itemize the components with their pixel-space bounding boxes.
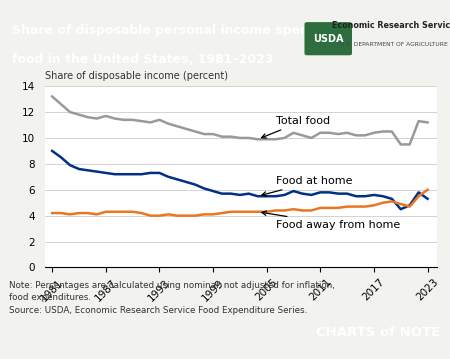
Text: CHARTS ​of NOTE: CHARTS ​of NOTE bbox=[316, 326, 440, 340]
FancyBboxPatch shape bbox=[305, 22, 352, 55]
Text: Share of disposable income (percent): Share of disposable income (percent) bbox=[45, 71, 228, 81]
Text: Economic Research Service: Economic Research Service bbox=[332, 21, 450, 30]
Text: Share of disposable personal income spent on: Share of disposable personal income spen… bbox=[12, 23, 337, 37]
Text: Food away from home: Food away from home bbox=[262, 211, 400, 230]
Text: food in the United States, 1981–2023: food in the United States, 1981–2023 bbox=[12, 53, 274, 66]
Text: USDA: USDA bbox=[313, 34, 343, 44]
Text: U.S. DEPARTMENT OF AGRICULTURE: U.S. DEPARTMENT OF AGRICULTURE bbox=[340, 42, 447, 47]
Text: Note: Percentages are calculated using nominal, not adjusted for inflation,
food: Note: Percentages are calculated using n… bbox=[9, 281, 335, 314]
Text: Food at home: Food at home bbox=[262, 176, 352, 196]
Text: Total food: Total food bbox=[261, 116, 330, 138]
